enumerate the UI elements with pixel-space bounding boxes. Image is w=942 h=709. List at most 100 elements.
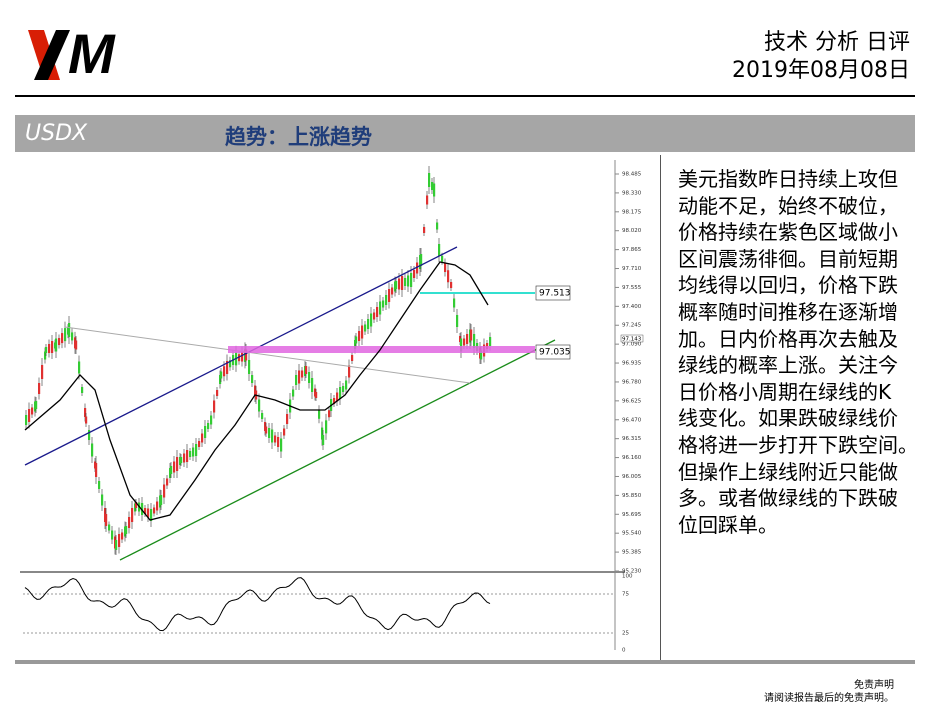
candle (156, 501, 159, 511)
candle (186, 450, 189, 462)
candle (295, 375, 298, 385)
candle (379, 301, 382, 315)
price-tick-label: 98.485 (622, 172, 642, 178)
candle (416, 262, 419, 274)
section-bar: USDX 趋势：上涨趋势 (15, 115, 915, 152)
text-line: 均线得以回归，价格下跌 (678, 273, 898, 298)
osc-tick-label: 0 (622, 648, 626, 654)
price-tick-label: 95.385 (622, 550, 642, 556)
candle (373, 312, 376, 320)
candle (470, 329, 473, 341)
candle (25, 415, 28, 425)
candle (438, 244, 441, 256)
candle (361, 325, 364, 339)
osc-tick-label: 25 (622, 631, 629, 637)
candle (318, 409, 321, 419)
trend: 趋势：上涨趋势 (225, 124, 372, 149)
candle (351, 355, 354, 361)
price-tick-label: 97.865 (622, 247, 642, 253)
current-price: 97.143 (622, 337, 642, 343)
candle (466, 334, 469, 344)
text-line: 加。日内价格再次去触及 (678, 326, 898, 351)
price-tick-label: 96.005 (622, 474, 642, 480)
candle (265, 426, 268, 434)
candle (292, 389, 295, 397)
candle (444, 263, 447, 272)
candle (277, 437, 280, 447)
candle (75, 340, 78, 350)
candle (141, 503, 144, 515)
trend-line (64, 326, 471, 384)
price-tick-label: 95.850 (622, 493, 642, 499)
candle (426, 195, 429, 205)
chart: 98.485 98.330 98.175 98.020 97.865 97.710 97.5… (20, 160, 644, 654)
logo: M (28, 22, 116, 85)
candle (345, 380, 348, 390)
candle (55, 338, 58, 352)
price-tick-label: 95.230 (622, 569, 642, 575)
candle (189, 451, 192, 457)
text-line: 动能不足，始终不破位， (678, 193, 898, 218)
candle (51, 341, 54, 353)
candle (342, 386, 345, 392)
support-label: 97.035 (539, 348, 571, 358)
symbol: USDX (25, 121, 88, 146)
osc-tick-label: 75 (622, 592, 629, 598)
disclaimer-note: 请阅读报告最后的免责声明。 (764, 693, 894, 704)
text-line: 线变化。如果跌破绿线价 (678, 406, 898, 431)
candle (271, 429, 274, 443)
candle (219, 375, 222, 384)
analysis-text: 美元指数昨日持续上攻但 动能不足，始终不破位， 价格持续在紫色区域做小 区间震荡徘徊。… (678, 166, 918, 538)
candle (420, 254, 423, 266)
text-line: 但操作上绿线附近只能做 (678, 459, 898, 484)
candle (480, 350, 483, 360)
price-tick-label: 96.780 (622, 379, 642, 385)
candle (95, 463, 98, 477)
candle (436, 222, 439, 230)
candle (251, 375, 254, 383)
candle (176, 457, 179, 471)
price-tick-label: 98.020 (622, 228, 642, 234)
candle (220, 371, 223, 379)
candle (261, 413, 264, 419)
moving-average (24, 261, 489, 521)
candle (41, 365, 44, 379)
candle (456, 315, 459, 327)
price-tick-label: 95.540 (622, 531, 642, 537)
candle (473, 334, 476, 348)
candle (166, 478, 169, 486)
candle (35, 401, 38, 409)
candle (101, 494, 104, 506)
price-tick-label: 95.695 (622, 512, 642, 518)
candle (111, 530, 114, 540)
candle (322, 435, 325, 445)
candle (489, 337, 492, 346)
candle (210, 415, 213, 425)
candle (81, 387, 84, 393)
candle (315, 392, 318, 398)
candle (460, 338, 463, 352)
candle (68, 323, 71, 337)
candle (268, 428, 271, 438)
price-tick-label: 97.710 (622, 266, 642, 272)
candle (355, 336, 358, 344)
candle (410, 273, 413, 287)
candle (195, 444, 198, 456)
candle (131, 508, 134, 522)
candle (398, 278, 401, 290)
candle (328, 410, 331, 418)
price-tick-label: 96.470 (622, 417, 642, 423)
candle (121, 532, 124, 540)
candle (64, 328, 67, 342)
channel-lower (119, 339, 556, 561)
candle (325, 420, 328, 434)
text-line: 日价格小周期在绿线的K (678, 379, 892, 404)
divider (660, 155, 661, 660)
price-tick-label: 97.090 (622, 342, 642, 348)
candle (298, 370, 301, 384)
candle (38, 383, 41, 394)
candle (48, 344, 51, 353)
candle (45, 347, 48, 353)
candle (354, 340, 357, 349)
